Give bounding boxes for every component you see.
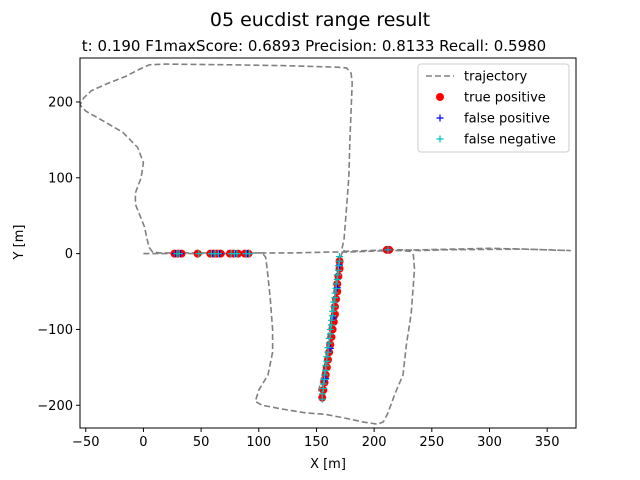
x-tick-label: 0	[139, 435, 147, 450]
legend: trajectory true positive false positive fal…	[417, 63, 570, 153]
false-negative-point	[321, 371, 329, 379]
x-tick-label: 350	[535, 435, 560, 450]
false-negative-point	[332, 280, 340, 288]
false-negative-point	[214, 250, 222, 258]
x-tick-label: −50	[72, 435, 99, 450]
legend-false-negative-swatch	[436, 135, 444, 143]
y-tick-label: −200	[37, 399, 73, 414]
false-negative-point	[330, 298, 338, 306]
y-tick-label: 200	[48, 95, 73, 110]
axes: −50 0 50 100 150 200 250 300 350 −200 −100 0 100 200	[37, 57, 577, 450]
x-tick-label: 250	[419, 435, 444, 450]
false-negative-point	[326, 325, 334, 333]
false-negative-point	[334, 262, 342, 270]
legend-box	[417, 63, 570, 153]
plot-content	[80, 63, 572, 426]
x-tick-label: 100	[246, 435, 271, 450]
y-tick-label: −100	[37, 323, 73, 338]
legend-true-positive-swatch	[436, 93, 444, 101]
y-tick-label: 0	[65, 247, 73, 262]
false-positive-point	[333, 284, 341, 292]
plot-area	[80, 63, 572, 426]
legend-false-positive-swatch	[436, 114, 444, 122]
false-negative-point	[329, 307, 337, 315]
x-tick-label: 300	[477, 435, 502, 450]
false-negative-point	[322, 362, 330, 370]
x-tick-label: 150	[304, 435, 329, 450]
legend-trajectory-label: trajectory	[464, 70, 528, 85]
plot-frame	[79, 57, 577, 429]
y-axis-label: Y [m]	[12, 225, 27, 261]
y-tick-label: 100	[48, 171, 73, 186]
false-negative-point	[325, 335, 333, 343]
false-negative-point	[336, 253, 344, 261]
false-negative-point	[331, 289, 339, 297]
false-positive-point	[322, 375, 330, 383]
chart-subtitle: t: 0.190 F1maxScore: 0.6893 Precision: 0…	[82, 37, 546, 55]
false-negative-point	[384, 246, 392, 254]
x-tick-label: 200	[362, 435, 387, 450]
false-negative-point	[246, 250, 254, 258]
false-negative-point	[195, 250, 203, 258]
false-negative-point	[323, 353, 331, 361]
false-negative-point	[318, 390, 326, 398]
chart-title: 05 eucdist range result	[210, 9, 430, 31]
legend-true-positive-label: true positive	[464, 91, 546, 106]
trajectory-line	[80, 63, 572, 426]
legend-false-negative-label: false negative	[464, 133, 556, 148]
false-negative-point	[324, 344, 332, 352]
legend-false-positive-label: false positive	[464, 112, 550, 127]
false-negative-point	[327, 316, 335, 324]
false-negative-point	[175, 250, 183, 258]
false-negative-point	[233, 250, 241, 258]
false-negative-point	[333, 271, 341, 279]
x-tick-label: 50	[193, 435, 210, 450]
x-axis-label: X [m]	[310, 457, 346, 472]
false-negative-point	[319, 380, 327, 388]
